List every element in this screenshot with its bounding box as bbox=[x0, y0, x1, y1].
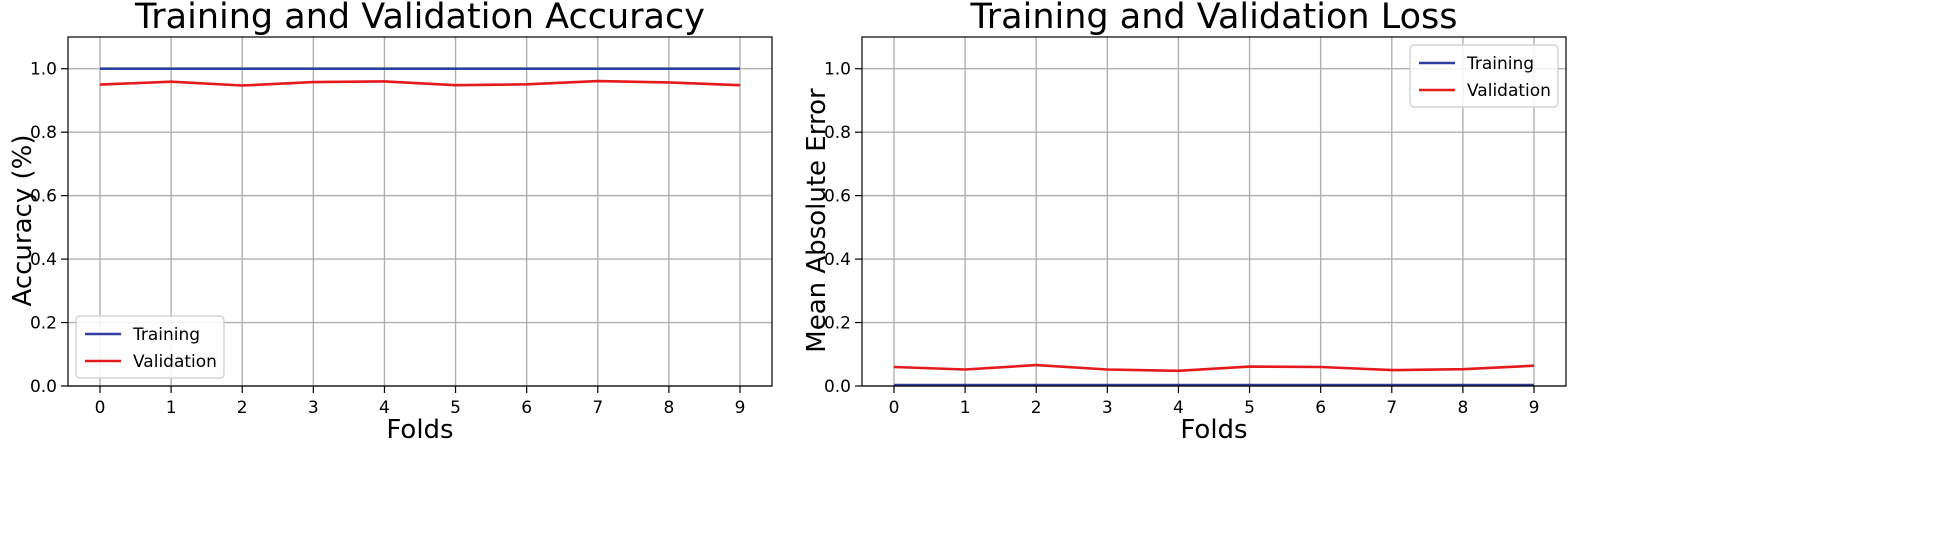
x-tick-label: 2 bbox=[237, 398, 248, 418]
y-tick-label: 1.0 bbox=[824, 60, 851, 80]
x-tick-label: 9 bbox=[735, 398, 746, 418]
y-tick-label: 0.4 bbox=[30, 250, 57, 270]
x-tick-label: 2 bbox=[1031, 398, 1042, 418]
x-tick-label: 1 bbox=[960, 398, 971, 418]
x-tick-label: 5 bbox=[450, 398, 461, 418]
loss-x-axis-label: Folds bbox=[1180, 415, 1247, 445]
y-tick-label: 0.2 bbox=[824, 314, 851, 334]
legend-box bbox=[1409, 44, 1559, 108]
y-tick-label: 0.0 bbox=[824, 377, 851, 397]
x-tick-label: 1 bbox=[166, 398, 177, 418]
accuracy-validation-line bbox=[99, 79, 741, 87]
x-tick-label: 8 bbox=[1457, 398, 1468, 418]
legend-label-validation: Validation bbox=[133, 352, 217, 372]
x-tick-label: 4 bbox=[1173, 398, 1184, 418]
x-tick-label: 8 bbox=[663, 398, 674, 418]
legend-label-validation: Validation bbox=[1467, 81, 1551, 101]
accuracy-plot-frame bbox=[67, 36, 773, 387]
y-tick-label: 1.0 bbox=[30, 60, 57, 80]
loss-y-axis-label: Mean Absolute Error bbox=[802, 88, 832, 353]
y-tick-label: 0.4 bbox=[824, 250, 851, 270]
loss-chart: 0 1 2 3 4 5 6 7 8 9 0.0 0.2 0.4 0.6 0.8 1.0 Training an… bbox=[802, 0, 1567, 445]
y-tick-label: 0.8 bbox=[824, 123, 851, 143]
y-tick-label: 0.8 bbox=[30, 123, 57, 143]
x-tick-label: 6 bbox=[521, 398, 532, 418]
y-tick-label: 0.6 bbox=[824, 187, 851, 207]
y-tick-label: 0.2 bbox=[30, 314, 57, 334]
loss-ticks: 0 1 2 3 4 5 6 7 8 9 0.0 0.2 0.4 0.6 0.8 1.0 bbox=[824, 60, 1539, 418]
x-tick-label: 5 bbox=[1244, 398, 1255, 418]
x-tick-label: 4 bbox=[379, 398, 390, 418]
loss-plot-frame bbox=[861, 36, 1567, 387]
legend-box bbox=[75, 315, 225, 379]
x-tick-label: 3 bbox=[1102, 398, 1113, 418]
accuracy-series bbox=[99, 67, 741, 87]
x-tick-label: 7 bbox=[1386, 398, 1397, 418]
x-tick-label: 0 bbox=[889, 398, 900, 418]
y-tick-label: 0.0 bbox=[30, 377, 57, 397]
loss-validation-line bbox=[893, 363, 1535, 373]
x-tick-label: 3 bbox=[308, 398, 319, 418]
loss-series bbox=[893, 363, 1535, 387]
legend-label-training: Training bbox=[1466, 54, 1534, 74]
y-tick-label: 0.6 bbox=[30, 187, 57, 207]
accuracy-chart: 0 1 2 3 4 5 6 7 8 9 0.0 0.2 0.4 0.6 0.8 1.0 Training an… bbox=[8, 0, 773, 445]
legend-label-training: Training bbox=[132, 325, 200, 345]
loss-legend: Training Validation bbox=[1409, 44, 1559, 108]
accuracy-ticks: 0 1 2 3 4 5 6 7 8 9 0.0 0.2 0.4 0.6 0.8 1.0 bbox=[30, 60, 745, 418]
accuracy-chart-title: Training and Validation Accuracy bbox=[134, 0, 705, 37]
x-tick-label: 7 bbox=[592, 398, 603, 418]
loss-chart-title: Training and Validation Loss bbox=[970, 0, 1458, 37]
accuracy-y-axis-label: Accuracy (%) bbox=[8, 135, 38, 307]
x-tick-label: 9 bbox=[1529, 398, 1540, 418]
accuracy-legend: Training Validation bbox=[75, 315, 225, 379]
x-tick-label: 0 bbox=[95, 398, 106, 418]
accuracy-x-axis-label: Folds bbox=[386, 415, 453, 445]
x-tick-label: 6 bbox=[1315, 398, 1326, 418]
